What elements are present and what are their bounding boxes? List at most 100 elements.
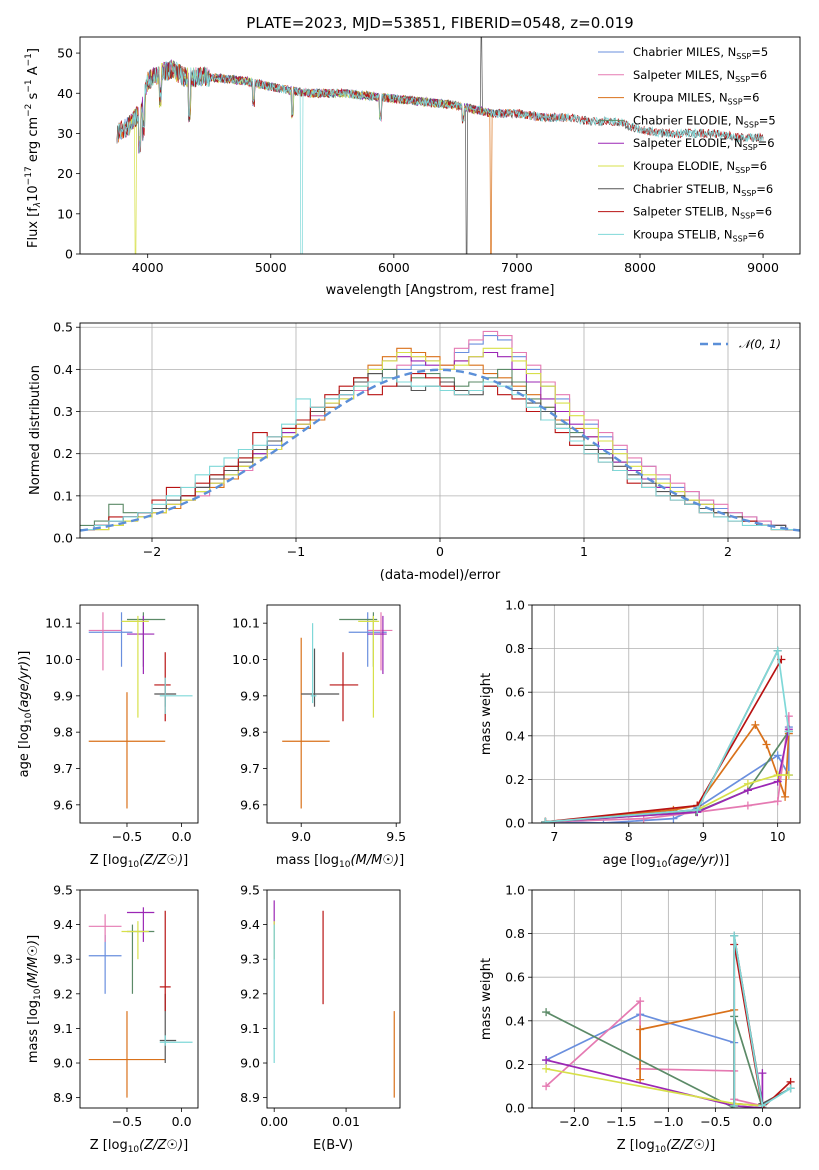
spectrum-xlabel: wavelength [Angstrom, rest frame] [326, 283, 555, 298]
weight-vs-age-ytick-label: 0.0 [505, 816, 525, 831]
age-vs-mass-ytick-label: 9.8 [240, 725, 260, 740]
mass-vs-z-ytick-label: 9.1 [53, 1021, 73, 1036]
weight-vs-age-ytick-label: 1.0 [505, 598, 525, 613]
weight-vs-z-ytick-label: 0.6 [505, 970, 525, 985]
mass-vs-ebv-xtick-label: 0.00 [260, 1114, 288, 1129]
age-vs-z-xtick-label: −0.5 [112, 829, 142, 844]
legend-label-chabrier-stelib: Chabrier STELIB, NSSP=6 [633, 182, 773, 198]
weight-marker-salpeter-miles [542, 1082, 551, 1091]
weight-line-salpeter-elodie [545, 1059, 764, 1108]
weight-vs-age-xtick-label: 8 [625, 829, 633, 844]
mass-vs-ebv-ytick-label: 9.1 [240, 1021, 260, 1036]
weight-marker-kroupa-stelib [773, 646, 782, 655]
spectrum-xtick-label: 4000 [132, 260, 164, 275]
weight-vs-age-frame [531, 604, 801, 824]
legend-label-chabrier-miles: Chabrier MILES, NSSP=5 [633, 45, 768, 61]
mass-vs-z-ytick-label: 9.4 [53, 917, 73, 932]
age-vs-z-ytick-label: 10.1 [45, 616, 73, 631]
spectrum-ytick-label: 10 [57, 206, 73, 221]
spectrum-xtick-label: 5000 [255, 260, 287, 275]
weight-vs-age-ytick-label: 0.6 [505, 685, 525, 700]
weight-marker-kroupa-miles [781, 792, 790, 801]
mass-vs-ebv-ytick-label: 9.4 [240, 917, 260, 932]
weight-vs-age-xlabel: age [log10(age/yr))] [603, 853, 730, 870]
weight-vs-z-ytick-label: 0.2 [505, 1057, 525, 1072]
weight-marker-salpeter-elodie [542, 1056, 551, 1065]
mass-vs-ebv-frame [266, 889, 401, 1109]
weight-marker-kroupa-miles [762, 740, 771, 749]
weight-marker-salpeter-miles [743, 801, 752, 810]
weight-marker-kroupa-stelib [693, 805, 702, 814]
mass-vs-z-plot-area [88, 907, 193, 1098]
weight-marker-kroupa-stelib [758, 1101, 767, 1108]
age-vs-z-plot-area [88, 612, 193, 809]
spectrum-legend: Chabrier MILES, NSSP=5 Salpeter MILES, NS… [598, 45, 776, 243]
weight-vs-age-ytick-label: 0.2 [505, 772, 525, 787]
weight-vs-age-ytick-label: 0.4 [505, 728, 525, 743]
age-vs-mass-xtick-label: 9.5 [386, 829, 406, 844]
mass-vs-z-xtick-label: −0.5 [112, 1114, 142, 1129]
spectrum-xtick-label: 9000 [747, 260, 779, 275]
mass-vs-ebv-plot-area [273, 900, 395, 1098]
weight-vs-z-ytick-label: 1.0 [505, 883, 525, 898]
mass-vs-z-ylabel: mass [log10(M/M☉)] [26, 935, 43, 1063]
weight-marker-kroupa-miles [751, 720, 760, 729]
weight-vs-z-ytick-label: 0.4 [505, 1013, 525, 1028]
residuals-ytick-label: 0.5 [53, 320, 73, 335]
age-vs-mass-xlabel: mass [log10(M/M☉)] [276, 853, 404, 870]
weight-line-kroupa-elodie [545, 1067, 763, 1107]
age-vs-mass-ytick-label: 9.7 [240, 761, 260, 776]
spectrum-frame [79, 36, 801, 255]
spectrum-ytick-label: 50 [57, 46, 73, 61]
weight-vs-z-xtick-label: −1.0 [653, 1114, 683, 1129]
residuals-xtick-label: −1 [287, 544, 305, 559]
weight-vs-z-xtick-label: −0.5 [700, 1114, 730, 1129]
weight-line-salpeter-stelib [545, 659, 783, 823]
mass-vs-z-xtick-label: 0.0 [172, 1114, 192, 1129]
mass-vs-ebv-xtick-label: 0.01 [332, 1114, 360, 1129]
weight-vs-age-xtick-label: 9 [699, 829, 707, 844]
weight-line-kroupa-miles [545, 723, 790, 823]
spectrum-ytick-label: 40 [57, 86, 73, 101]
weight-vs-z-ylabel: mass weight [479, 958, 494, 1040]
weight-marker-kroupa-stelib [730, 1101, 739, 1108]
age-vs-z-panel: −0.5 0.0 9.6 9.7 9.8 9.9 10.0 10.1 Z [log10(Z/Z☉… [17, 604, 199, 870]
weight-line-kroupa-stelib [545, 647, 790, 823]
legend-label-kroupa-elodie: Kroupa ELODIE, NSSP=6 [633, 159, 767, 175]
age-vs-mass-frame [266, 604, 401, 824]
mass-vs-ebv-ytick-label: 8.9 [240, 1090, 260, 1105]
mass-vs-ebv-ytick-label: 9.5 [240, 883, 260, 898]
weight-marker-chabrier-elodie [542, 1008, 551, 1017]
weight-marker-kroupa-stelib [784, 727, 793, 736]
weight-vs-age-ytick-label: 0.8 [505, 641, 525, 656]
spectrum-ytick-label: 30 [57, 126, 73, 141]
weight-vs-age-panel: 7 8 9 10 0.0 0.2 0.4 0.6 0.8 1.0 age [log10(age/yr… [479, 598, 801, 870]
age-vs-mass-panel: 9.0 9.5 9.6 9.7 9.8 9.9 10.0 10.1 mass [log10(M/… [232, 604, 406, 870]
weight-marker-kroupa-elodie [773, 771, 782, 780]
weight-vs-z-ytick-label: 0.0 [505, 1101, 525, 1116]
residuals-ytick-label: 0.3 [53, 404, 73, 419]
mass-vs-z-ytick-label: 9.2 [53, 986, 73, 1001]
age-vs-z-ylabel: age [log10(age/yr))] [17, 651, 34, 778]
spectrum-xtick-label: 6000 [378, 260, 410, 275]
weight-marker-kroupa-elodie [743, 779, 752, 788]
weight-marker-kroupa-elodie [542, 1064, 551, 1073]
legend-label-salpeter-miles: Salpeter MILES, NSSP=6 [633, 68, 767, 84]
spectrum-panel: 4000 5000 6000 7000 8000 9000 0 10 20 30 40 50 Chabr… [57, 36, 801, 298]
mass-vs-ebv-ytick-label: 9.3 [240, 952, 260, 967]
spectrum-line-kroupa-elodie [128, 60, 493, 254]
age-vs-mass-plot-area [282, 612, 393, 809]
weight-marker-salpeter-miles [773, 797, 782, 806]
spectrum-ylabel-group: Flux [fλ10−17 erg cm−2 s−1 A−1] [24, 48, 43, 248]
weight-vs-z-frame [531, 889, 801, 1109]
weight-vs-z-xtick-label: −2.0 [559, 1114, 589, 1129]
mass-vs-ebv-ytick-label: 9.2 [240, 986, 260, 1001]
residuals-ytick-label: 0.0 [53, 531, 73, 546]
age-vs-z-ytick-label: 9.9 [53, 688, 73, 703]
weight-marker-chabrier-miles [669, 814, 678, 823]
age-vs-mass-ytick-label: 10.0 [232, 652, 260, 667]
age-vs-mass-ytick-label: 9.9 [240, 688, 260, 703]
weight-vs-z-ytick-label: 0.8 [505, 926, 525, 941]
age-vs-mass-xtick-label: 9.0 [291, 829, 311, 844]
